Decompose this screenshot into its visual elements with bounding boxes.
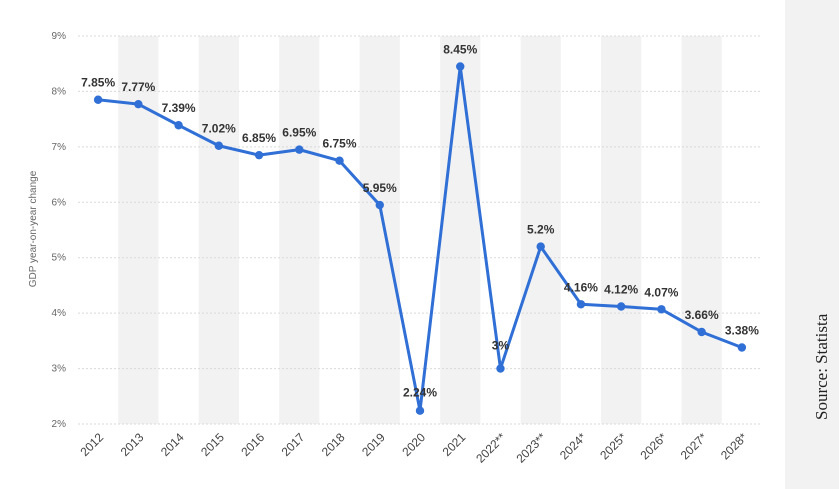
y-tick-label: 6% — [52, 197, 67, 208]
data-point — [697, 327, 706, 337]
series-line — [97, 64, 743, 413]
data-label: 3% — [492, 339, 510, 353]
y-tick-label: 3% — [52, 364, 67, 375]
y-axis-ticks: 2% 3% 4% 5% 6% 7% 8% 9% — [52, 31, 67, 430]
y-tick-label: 8% — [52, 86, 67, 97]
x-tick-label: 2021 — [440, 430, 469, 459]
x-tick-label: 2015 — [198, 430, 227, 459]
column-bands — [118, 36, 722, 424]
x-tick-label: 2023** — [513, 430, 549, 466]
data-point — [737, 343, 747, 352]
data-label: 4.07% — [644, 285, 678, 299]
y-tick-label: 4% — [52, 308, 67, 319]
x-tick-label: 2022** — [473, 430, 509, 466]
data-label: 7.02% — [202, 122, 236, 136]
data-point — [335, 156, 344, 165]
data-label: 7.85% — [81, 76, 115, 90]
column-band — [198, 36, 239, 424]
y-axis-label: GDP year-on-year change — [28, 170, 39, 287]
column-band — [359, 36, 400, 424]
data-point — [134, 99, 143, 109]
source-panel — [785, 0, 839, 489]
data-point — [576, 300, 586, 309]
data-point — [496, 364, 505, 373]
x-axis-ticks: 2012 2013 2014 2015 2016 2017 2018 2019 2020 2021… — [77, 430, 750, 466]
data-point — [456, 62, 465, 71]
x-tick-label: 2026* — [637, 430, 669, 462]
data-label: 5.2% — [527, 223, 555, 237]
column-band — [279, 36, 320, 424]
data-label: 7.39% — [162, 101, 196, 115]
data-point — [254, 150, 264, 160]
source-credit: Source: Statista — [812, 313, 831, 420]
data-label: 5.95% — [363, 181, 397, 195]
x-tick-label: 2016 — [238, 430, 267, 459]
data-label: 2.24% — [403, 386, 437, 400]
y-tick-label: 5% — [52, 253, 67, 264]
y-tick-label: 7% — [52, 142, 67, 153]
x-tick-label: 2027* — [678, 430, 710, 462]
x-tick-label: 2017 — [279, 430, 308, 459]
x-tick-label: 2019 — [359, 430, 388, 459]
data-labels: 7.85% 7.77% 7.39% 7.02% 6.85% 6.95% 6.75% 5.95%… — [81, 42, 759, 399]
x-tick-label: 2025* — [597, 430, 629, 462]
gridlines — [78, 35, 762, 425]
column-band — [118, 36, 159, 424]
y-tick-label: 2% — [52, 419, 67, 430]
x-tick-label: 2024* — [557, 430, 589, 462]
x-tick-label: 2014 — [158, 430, 187, 459]
data-point — [415, 406, 425, 415]
data-label: 3.38% — [725, 324, 759, 338]
x-tick-label: 2020 — [399, 430, 428, 459]
column-band — [601, 36, 642, 424]
data-label: 7.77% — [121, 80, 155, 94]
y-tick-label: 9% — [52, 31, 67, 42]
data-point — [536, 242, 545, 251]
data-label: 4.16% — [564, 280, 598, 294]
x-tick-label: 2018 — [319, 430, 348, 459]
data-label: 6.85% — [242, 131, 276, 145]
x-tick-label: 2013 — [118, 430, 147, 459]
data-point — [295, 145, 304, 154]
data-label: 6.75% — [323, 137, 357, 151]
data-point — [616, 302, 626, 311]
data-label: 8.45% — [443, 42, 477, 56]
data-label: 4.12% — [604, 282, 638, 296]
x-tick-label: 2012 — [77, 430, 106, 459]
data-point — [174, 121, 183, 130]
data-point — [93, 95, 103, 104]
data-label: 6.95% — [282, 126, 316, 140]
series-line-group — [93, 62, 747, 415]
column-band — [440, 36, 481, 424]
data-point — [214, 141, 224, 150]
x-tick-label: 2028* — [718, 430, 750, 462]
column-band — [681, 36, 722, 424]
data-point — [657, 305, 666, 314]
column-band — [520, 36, 561, 424]
data-point — [375, 200, 384, 210]
data-label: 3.66% — [685, 308, 719, 322]
